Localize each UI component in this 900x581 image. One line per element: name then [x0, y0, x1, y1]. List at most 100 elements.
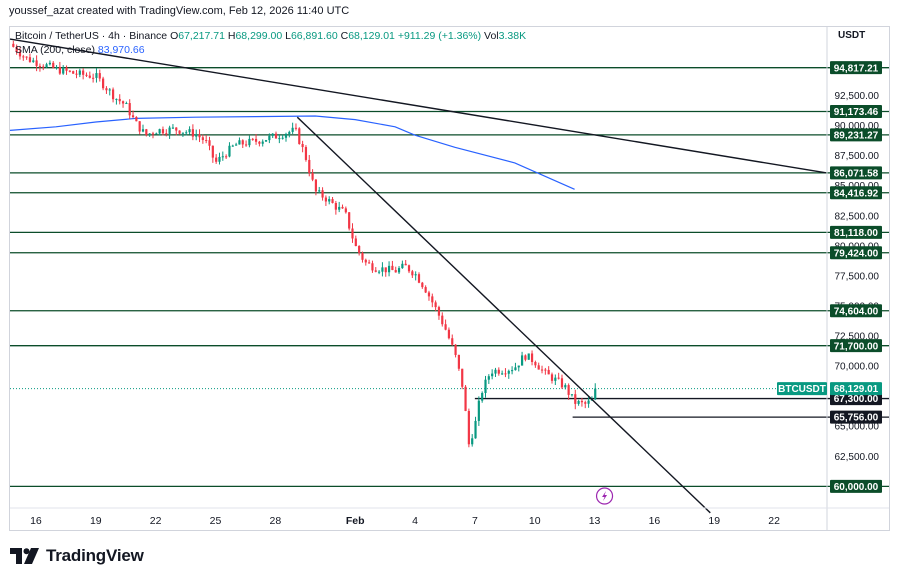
candle-body [301, 143, 304, 148]
candle-body [271, 133, 274, 136]
candle [544, 367, 547, 375]
candle [284, 132, 288, 142]
x-tick-label: 4 [412, 515, 418, 527]
candle-body [358, 246, 361, 253]
candle [467, 408, 470, 448]
candle-body [580, 400, 584, 403]
candle-body [188, 129, 191, 133]
candle-body [391, 265, 394, 271]
current-price-label-bg [830, 382, 882, 396]
low-value: 66,891.60 [290, 30, 338, 42]
close-label: C [340, 30, 349, 42]
candle [371, 260, 374, 273]
candle-body [201, 137, 204, 141]
candle-body [284, 133, 288, 138]
candle-body [377, 271, 381, 273]
candle [102, 76, 105, 91]
candle [168, 125, 171, 139]
candle [62, 65, 65, 75]
sma-line [9, 115, 575, 190]
candle [88, 71, 91, 79]
candle [294, 123, 298, 131]
candle [484, 375, 487, 398]
candle-body [587, 400, 590, 404]
candle [397, 266, 401, 275]
footer-brand: TradingView [46, 546, 144, 565]
open-label: O [170, 30, 179, 42]
symbol-label[interactable]: Bitcoin / TetherUS · 4h · Binance [15, 30, 168, 42]
candle [550, 372, 554, 384]
candle [92, 73, 95, 83]
candle-body [298, 128, 301, 144]
candle-body [424, 287, 427, 293]
horizontal-levels-layer [10, 67, 889, 488]
candle-body [261, 141, 264, 144]
candle-body [165, 133, 168, 135]
candle-body [484, 379, 487, 393]
candle-body [574, 394, 577, 404]
candle [394, 266, 397, 273]
candle-body [414, 274, 417, 276]
candle [417, 272, 421, 284]
level-price-label: 71,700.00 [834, 341, 879, 352]
footer-logo: TradingView [10, 545, 144, 567]
candle [105, 86, 108, 94]
candle [540, 365, 544, 374]
candle-body [161, 129, 165, 134]
candle-body [25, 56, 28, 58]
candle [225, 154, 228, 160]
candle-body [577, 400, 580, 404]
candle [324, 195, 327, 206]
candle [547, 366, 550, 375]
candle-body [228, 145, 231, 157]
candle [158, 128, 161, 136]
x-tick-label: 19 [90, 515, 102, 527]
candle-body [235, 144, 238, 146]
candle-body [497, 369, 500, 374]
candle [328, 196, 331, 205]
x-tick-label: 7 [472, 515, 478, 527]
candle [148, 133, 151, 137]
candle-body [308, 159, 311, 173]
candle [427, 290, 431, 301]
candle [580, 397, 584, 407]
currency-label[interactable]: USDT [838, 30, 866, 41]
candle-body [291, 127, 294, 132]
candle-body [550, 374, 554, 381]
level-price-label-bg [830, 61, 882, 75]
candle [175, 127, 178, 136]
candle [434, 300, 437, 312]
vol-label: Vol [484, 30, 499, 42]
candle-body [281, 137, 284, 139]
candle [424, 285, 427, 294]
candle [268, 133, 271, 144]
candle [554, 374, 557, 386]
candle-body [95, 73, 98, 78]
candle [18, 47, 22, 60]
candle [431, 293, 434, 308]
candle-body [501, 373, 504, 375]
level-price-label-bg [830, 246, 882, 260]
candle-body [42, 66, 45, 68]
candle-body [68, 70, 71, 72]
candle [481, 391, 484, 403]
candle [477, 396, 480, 426]
candle [65, 65, 68, 75]
candle [52, 61, 55, 69]
axis-layer: 92,500.0090,000.0087,500.0085,000.0082,5… [10, 27, 889, 530]
candle-body [78, 70, 81, 75]
candle [444, 319, 447, 331]
high-value: 68,299.00 [235, 30, 283, 42]
sma-row[interactable]: SMA (200, close) 83,970.66 [15, 43, 526, 57]
candle [161, 126, 165, 136]
candle-body [28, 57, 32, 62]
candle [497, 367, 500, 376]
candle-body [185, 132, 188, 134]
candle-body [258, 141, 261, 144]
candle [188, 126, 191, 135]
candle-body [564, 385, 567, 388]
candle [111, 87, 115, 103]
candle-body [108, 89, 111, 91]
candle-body [102, 78, 105, 89]
